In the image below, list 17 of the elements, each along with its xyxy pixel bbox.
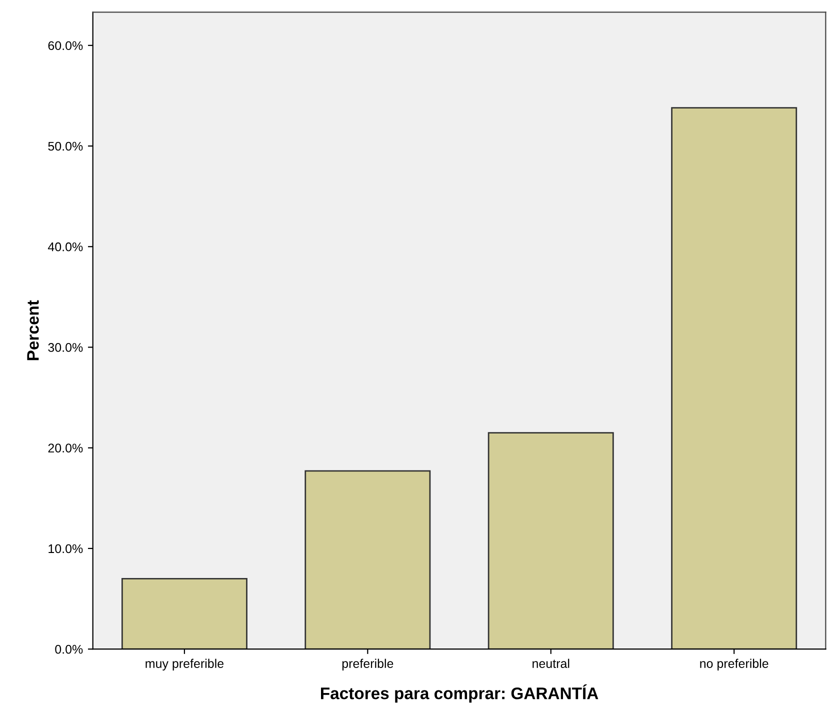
x-tick-label: muy preferible [146,658,224,670]
x-tick-label: neutral [532,658,570,668]
bar [488,432,614,650]
x-tick-label: no preferible [700,658,768,670]
y-tick-label: 10.0% [48,544,83,554]
y-tick-label: 60.0% [48,41,83,50]
bar [121,578,248,650]
bar [671,107,798,650]
y-tick-label: 30.0% [48,343,83,352]
bar [304,470,431,650]
y-tick-label: 0.0% [55,644,83,654]
x-tick-label: preferible [342,658,394,670]
y-tick-label: 40.0% [48,242,83,252]
y-tick-label: 20.0% [48,444,83,453]
x-axis-title: Factores para comprar: GARANTÍA [321,684,598,703]
y-axis-title: Percent [27,300,39,360]
y-tick-label: 50.0% [48,142,83,151]
